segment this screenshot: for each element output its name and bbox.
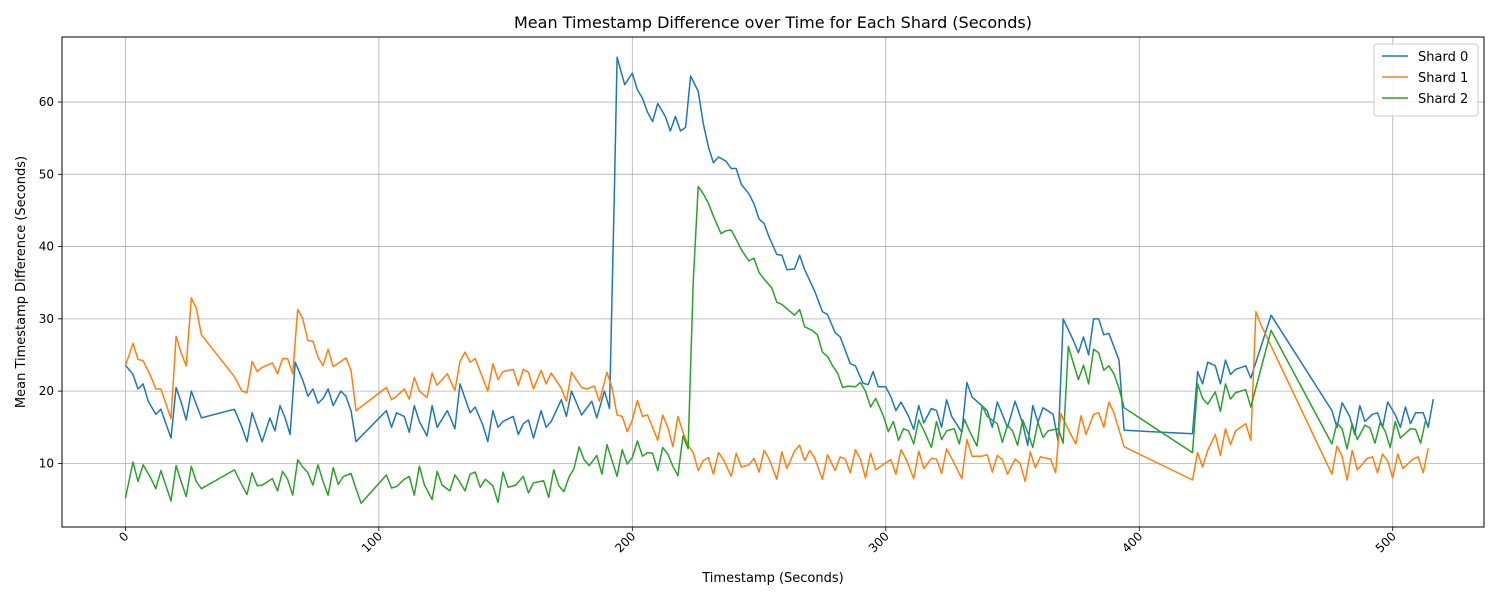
x-tick-label: 500	[1373, 529, 1399, 555]
legend-entry-label: Shard 2	[1418, 92, 1468, 107]
x-tick-label: 400	[1119, 529, 1145, 555]
x-tick-label: 200	[612, 529, 638, 555]
y-tick-label: 30	[39, 312, 54, 326]
legend-entry-label: Shard 0	[1418, 50, 1468, 65]
legend: Shard 0 Shard 1 Shard 2	[1373, 43, 1479, 117]
chart-title: Mean Timestamp Difference over Time for …	[514, 13, 1032, 32]
x-axis-label: Timestamp (Seconds)	[701, 571, 843, 586]
y-tick-label: 60	[39, 95, 54, 109]
series-line-shard-1	[124, 297, 1429, 483]
y-tick-label: 40	[39, 240, 54, 254]
y-axis-label: Mean Timestamp Difference (Seconds)	[14, 156, 29, 408]
series-line-shard-0	[124, 56, 1435, 447]
grid-layer	[62, 37, 1484, 527]
x-tick-label: 100	[359, 529, 385, 555]
series-layer	[124, 56, 1435, 504]
legend-entry-label: Shard 1	[1418, 71, 1468, 86]
series-line-shard-2	[124, 185, 1427, 504]
plot-frame	[61, 36, 1485, 528]
x-tick-label: 0	[116, 529, 131, 544]
y-tick-label: 20	[39, 384, 54, 398]
x-tick-label: 300	[866, 529, 892, 555]
y-tick-label: 50	[39, 167, 54, 181]
y-tick-label: 10	[39, 456, 54, 470]
